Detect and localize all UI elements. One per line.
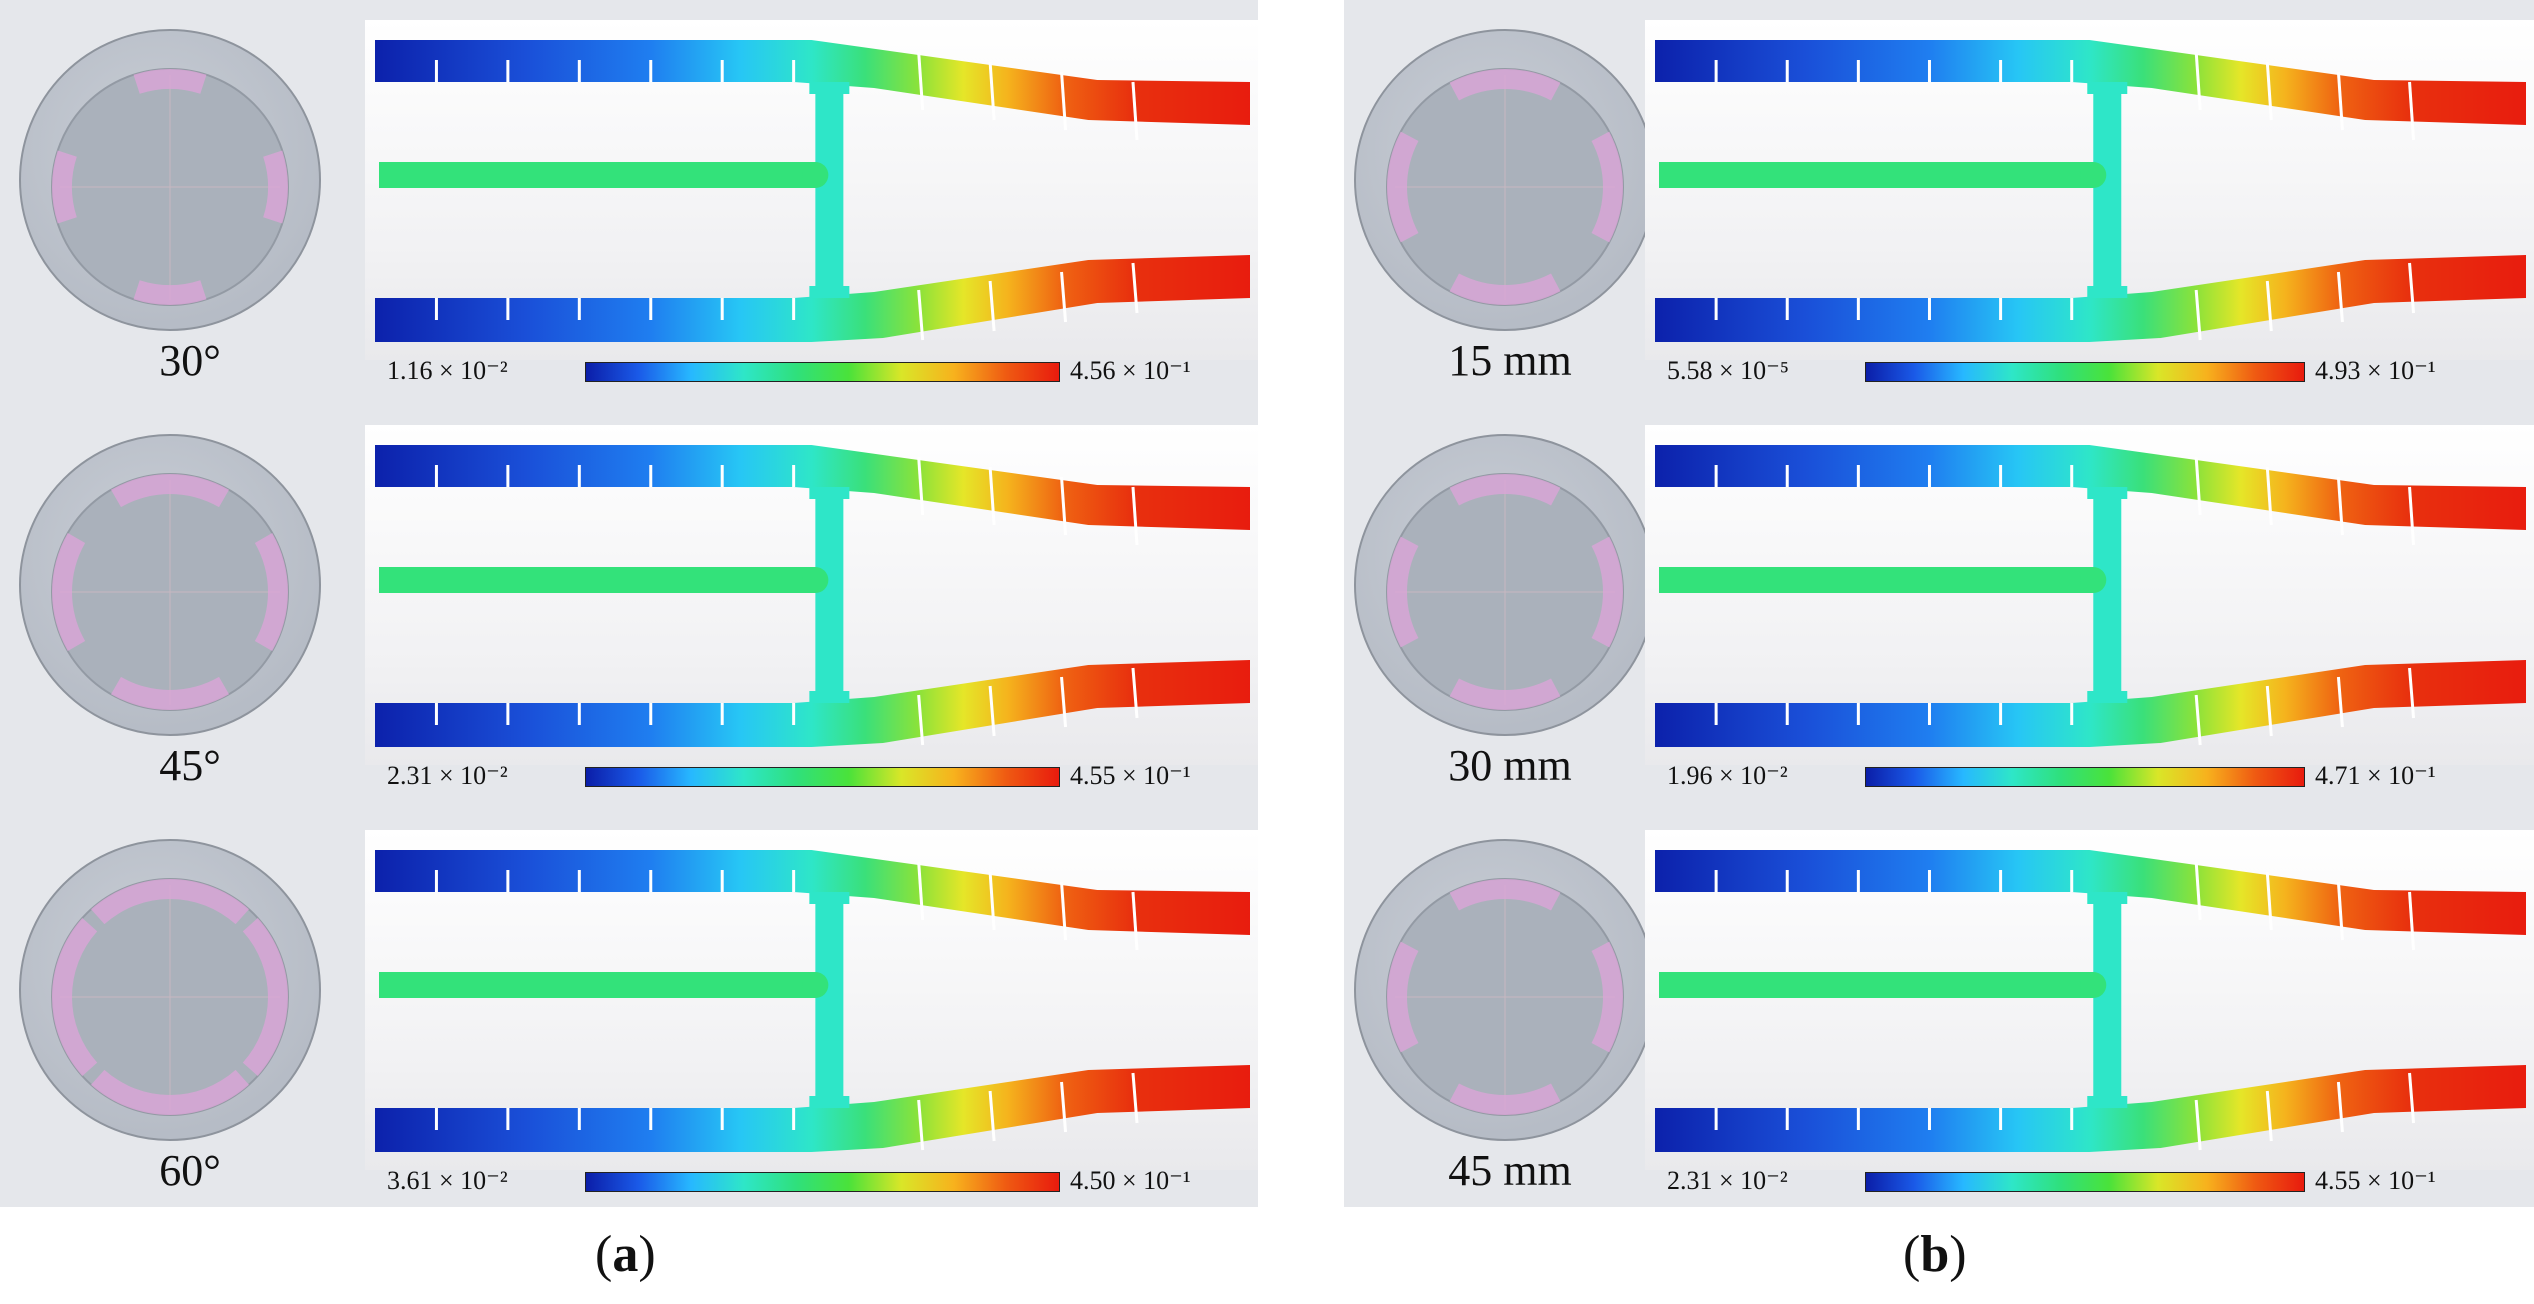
model-slot xyxy=(91,879,249,925)
simulation-view xyxy=(1645,20,2534,360)
model-view xyxy=(10,15,330,350)
model-view xyxy=(10,420,330,755)
model-slot xyxy=(263,150,288,224)
lower-channel xyxy=(375,1065,1250,1152)
model-slot xyxy=(1591,131,1623,243)
lower-channel xyxy=(1655,255,2526,342)
model-slot xyxy=(1449,678,1561,710)
central-hub xyxy=(2093,82,2122,298)
model-slot xyxy=(1387,941,1419,1053)
model-slot xyxy=(1591,941,1623,1053)
row-label: 60° xyxy=(159,1146,221,1195)
model-view xyxy=(1345,825,1665,1160)
model-top-view xyxy=(19,839,321,1141)
colorbar-max-label: 4.50 × 10⁻¹ xyxy=(1070,1166,1191,1195)
row-label: 30° xyxy=(159,336,221,385)
caption-open-paren: ( xyxy=(595,1226,613,1283)
axial-stem xyxy=(1659,162,2094,188)
central-hub xyxy=(815,82,844,298)
colorbar xyxy=(1865,362,2305,382)
velocity-contour xyxy=(1655,445,2526,747)
caption-open-paren: ( xyxy=(1903,1226,1921,1283)
model-slot xyxy=(52,533,86,651)
colorbar xyxy=(585,767,1060,787)
panel-b-caption: (b) xyxy=(1903,1225,1967,1284)
colorbar-max-label: 4.93 × 10⁻¹ xyxy=(2315,356,2436,385)
model-slot xyxy=(1449,474,1561,506)
colorbar xyxy=(585,362,1060,382)
caption-letter-b: b xyxy=(1920,1226,1950,1283)
row-label: 45 mm xyxy=(1448,1146,1572,1195)
colorbar-min-label: 3.61 × 10⁻² xyxy=(387,1166,508,1195)
colorbar-min-label: 1.96 × 10⁻² xyxy=(1667,761,1788,790)
axial-stem xyxy=(1659,972,2094,998)
velocity-contour xyxy=(1655,850,2526,1152)
model-slot xyxy=(1449,273,1561,305)
colorbar-min-label: 5.58 × 10⁻⁵ xyxy=(1667,356,1789,385)
model-slot xyxy=(133,280,207,305)
lower-channel xyxy=(1655,1065,2526,1152)
model-top-view xyxy=(1354,839,1656,1141)
lower-channel xyxy=(375,255,1250,342)
simulation-view xyxy=(1645,425,2534,765)
model-slot xyxy=(1387,536,1419,648)
row-label: 15 mm xyxy=(1448,336,1572,385)
model-view xyxy=(10,825,330,1160)
model-top-view xyxy=(1354,434,1656,736)
colorbar-max-label: 4.56 × 10⁻¹ xyxy=(1070,356,1191,385)
model-slot xyxy=(111,676,229,710)
model-slot xyxy=(242,918,288,1076)
axial-stem xyxy=(379,972,816,998)
colorbar xyxy=(1865,1172,2305,1192)
central-hub xyxy=(2093,892,2122,1108)
model-top-view xyxy=(19,434,321,736)
central-hub xyxy=(2093,487,2122,703)
model-slot xyxy=(52,918,98,1076)
axial-stem xyxy=(379,567,816,593)
colorbar-max-label: 4.55 × 10⁻¹ xyxy=(2315,1166,2436,1195)
colorbar xyxy=(585,1172,1060,1192)
velocity-contour xyxy=(375,40,1250,342)
model-slot xyxy=(133,69,207,94)
model-slot xyxy=(1449,69,1561,101)
row-label: 45° xyxy=(159,741,221,790)
caption-letter-a: a xyxy=(612,1226,639,1283)
model-slot xyxy=(91,1069,249,1115)
velocity-contour xyxy=(375,850,1250,1152)
colorbar-min-label: 1.16 × 10⁻² xyxy=(387,356,508,385)
model-top-view xyxy=(19,29,321,331)
colorbar xyxy=(1865,767,2305,787)
simulation-view xyxy=(365,830,1258,1170)
model-view xyxy=(1345,15,1665,350)
colorbar-min-label: 2.31 × 10⁻² xyxy=(387,761,508,790)
simulation-view xyxy=(1645,830,2534,1170)
model-slot xyxy=(1449,879,1561,911)
model-view xyxy=(1345,420,1665,755)
velocity-contour xyxy=(375,445,1250,747)
model-slot xyxy=(52,150,77,224)
caption-close-paren: ) xyxy=(638,1226,656,1283)
model-slot xyxy=(254,533,288,651)
model-top-view xyxy=(1354,29,1656,331)
lower-channel xyxy=(375,660,1250,747)
panel-a-caption: (a) xyxy=(595,1225,656,1284)
colorbar-min-label: 2.31 × 10⁻² xyxy=(1667,1166,1788,1195)
lower-channel xyxy=(1655,660,2526,747)
axial-stem xyxy=(379,162,816,188)
axial-stem xyxy=(1659,567,2094,593)
simulation-view xyxy=(365,425,1258,765)
row-label: 30 mm xyxy=(1448,741,1572,790)
colorbar-max-label: 4.55 × 10⁻¹ xyxy=(1070,761,1191,790)
central-hub xyxy=(815,892,844,1108)
model-slot xyxy=(1591,536,1623,648)
central-hub xyxy=(815,487,844,703)
simulation-view xyxy=(365,20,1258,360)
colorbar-max-label: 4.71 × 10⁻¹ xyxy=(2315,761,2436,790)
caption-close-paren: ) xyxy=(1949,1226,1967,1283)
model-slot xyxy=(1387,131,1419,243)
model-slot xyxy=(1449,1083,1561,1115)
model-slot xyxy=(111,474,229,508)
velocity-contour xyxy=(1655,40,2526,342)
